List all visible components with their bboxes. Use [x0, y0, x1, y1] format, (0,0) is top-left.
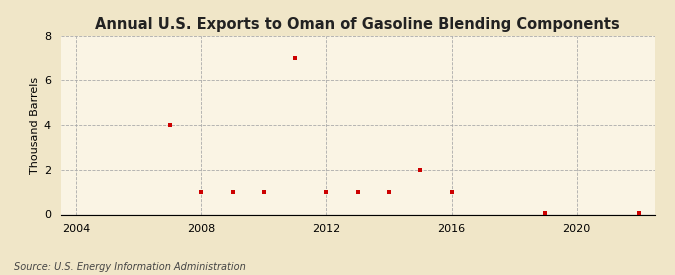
Point	[321, 190, 332, 194]
Text: Source: U.S. Energy Information Administration: Source: U.S. Energy Information Administ…	[14, 262, 245, 272]
Y-axis label: Thousand Barrels: Thousand Barrels	[30, 76, 40, 174]
Title: Annual U.S. Exports to Oman of Gasoline Blending Components: Annual U.S. Exports to Oman of Gasoline …	[95, 17, 620, 32]
Point	[383, 190, 394, 194]
Point	[540, 211, 551, 216]
Point	[290, 56, 300, 60]
Point	[196, 190, 207, 194]
Point	[446, 190, 457, 194]
Point	[415, 167, 426, 172]
Point	[634, 211, 645, 216]
Point	[227, 190, 238, 194]
Point	[352, 190, 363, 194]
Point	[259, 190, 269, 194]
Point	[165, 123, 176, 127]
